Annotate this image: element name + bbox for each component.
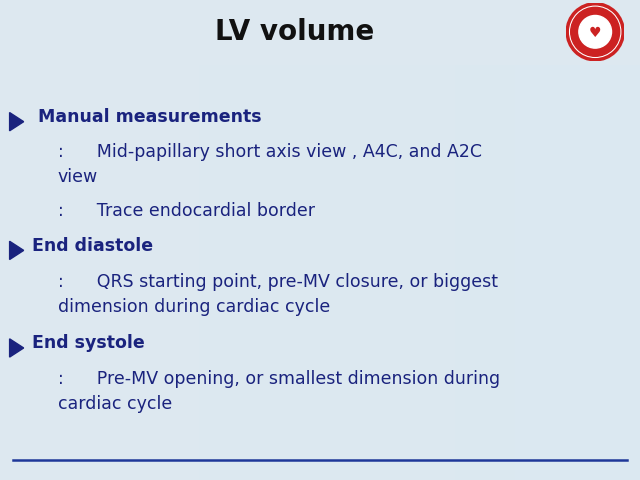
Polygon shape <box>10 339 24 357</box>
Circle shape <box>571 7 620 56</box>
Text: End systole: End systole <box>32 334 145 352</box>
Text: ♥: ♥ <box>589 26 602 40</box>
Text: dimension during cardiac cycle: dimension during cardiac cycle <box>58 298 330 315</box>
Polygon shape <box>10 112 24 131</box>
Text: End diastole: End diastole <box>32 237 153 254</box>
Text: :      Mid-papillary short axis view , A4C, and A2C: : Mid-papillary short axis view , A4C, a… <box>58 143 482 161</box>
Text: :      Trace endocardial border: : Trace endocardial border <box>58 202 315 220</box>
Text: Manual measurements: Manual measurements <box>32 108 262 126</box>
Text: view: view <box>58 168 98 186</box>
Polygon shape <box>10 241 24 260</box>
Text: LV volume: LV volume <box>215 18 374 47</box>
Circle shape <box>579 15 612 48</box>
Text: :      Pre-MV opening, or smallest dimension during: : Pre-MV opening, or smallest dimension … <box>58 370 500 388</box>
Text: :      QRS starting point, pre-MV closure, or biggest: : QRS starting point, pre-MV closure, or… <box>58 273 498 291</box>
Circle shape <box>567 4 623 60</box>
Text: cardiac cycle: cardiac cycle <box>58 395 172 413</box>
